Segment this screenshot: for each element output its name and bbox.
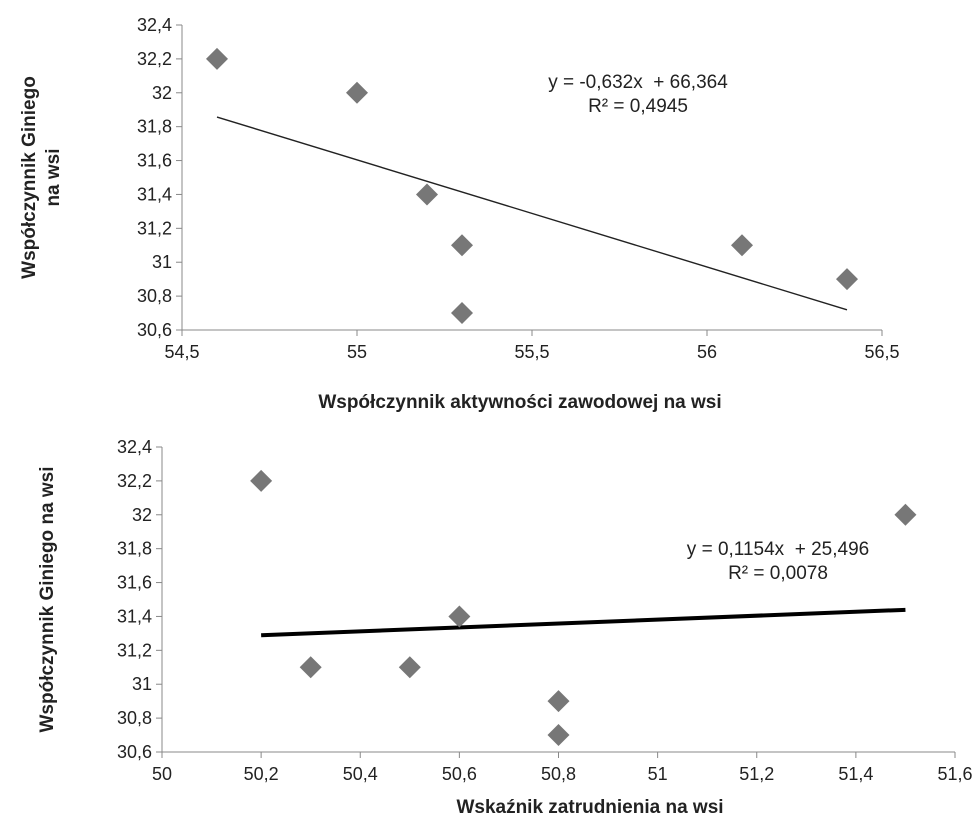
y-axis-title: na wsi (43, 148, 64, 206)
y-tick-label: 31,8 (117, 539, 152, 559)
x-tick-label: 50 (152, 764, 172, 784)
y-tick-label: 31,4 (117, 606, 152, 626)
data-point-marker (731, 234, 753, 257)
y-tick-label: 32,4 (137, 15, 172, 35)
trendline-equation: y = -0,632x + 66,364 (548, 72, 728, 93)
y-tick-label: 31 (132, 674, 152, 694)
data-point-marker (250, 469, 273, 492)
x-tick-label: 51,2 (739, 764, 774, 784)
data-point-marker (547, 724, 570, 747)
trendline (216, 116, 848, 311)
x-tick-label: 51 (648, 764, 668, 784)
y-tick-label: 32 (132, 505, 152, 525)
x-tick-label: 56 (697, 342, 717, 362)
x-tick-label: 50,8 (541, 764, 576, 784)
data-point-marker (416, 183, 438, 206)
y-axis-title: Współczynnik Giniego (19, 76, 40, 279)
y-tick-label: 30,6 (117, 742, 152, 762)
data-point-marker (299, 656, 322, 679)
x-tick-label: 50,2 (244, 764, 279, 784)
data-point-marker (206, 47, 228, 70)
y-tick-label: 31,2 (137, 218, 172, 238)
data-point-marker (346, 81, 368, 104)
data-point-marker (448, 605, 471, 628)
y-tick-label: 32,4 (117, 437, 152, 457)
x-tick-label: 51,6 (937, 764, 972, 784)
r-squared-label: R² = 0,0078 (728, 563, 828, 584)
data-point-marker (451, 302, 473, 325)
y-tick-label: 31,6 (137, 151, 172, 171)
x-tick-label: 55 (347, 342, 367, 362)
y-tick-label: 31,8 (137, 117, 172, 137)
x-tick-label: 54,5 (164, 342, 199, 362)
trendline (261, 607, 906, 638)
y-tick-label: 30,8 (117, 708, 152, 728)
r-squared-label: R² = 0,4945 (588, 96, 688, 117)
y-tick-label: 31 (152, 252, 172, 272)
y-tick-label: 32 (152, 83, 172, 103)
y-axis-title: Współczynnik Giniego na wsi (37, 466, 58, 732)
x-axis-title: Wskaźnik zatrudnienia na wsi (456, 797, 723, 818)
x-tick-label: 50,6 (442, 764, 477, 784)
data-point-marker (398, 656, 421, 679)
y-tick-label: 30,8 (137, 286, 172, 306)
chart-employment-vs-gini: 30,6 30,8 31 31,2 31,4 31,6 31,8 32 32,2 32,4 50 50… (37, 437, 973, 818)
y-tick-label: 31,6 (117, 573, 152, 593)
x-tick-label: 50,4 (343, 764, 378, 784)
data-point-marker (451, 234, 473, 257)
x-tick-label: 55,5 (514, 342, 549, 362)
trendline-equation: y = 0,1154x + 25,496 (687, 539, 869, 560)
data-point-marker (894, 503, 917, 526)
data-point-marker (547, 690, 570, 713)
y-tick-label: 32,2 (137, 49, 172, 69)
y-tick-label: 32,2 (117, 471, 152, 491)
y-tick-label: 30,6 (137, 320, 172, 340)
x-axis-title: Współczynnik aktywności zawodowej na wsi (318, 392, 721, 413)
data-point-marker (836, 268, 858, 291)
y-tick-label: 31,4 (137, 184, 172, 204)
y-tick-label: 31,2 (117, 640, 152, 660)
x-tick-label: 56,5 (864, 342, 899, 362)
chart-activity-vs-gini: 30,6 30,8 31 31,2 31,4 31,6 31,8 32 32,2 32,4 54,5… (19, 15, 900, 413)
x-tick-label: 51,4 (838, 764, 873, 784)
